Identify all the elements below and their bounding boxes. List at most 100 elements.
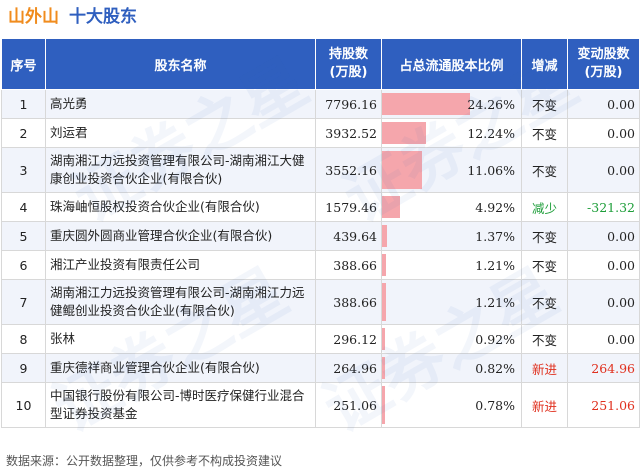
table-row: 2 刘运君 3932.52 12.24% 不变 0.00 xyxy=(1,118,640,148)
row-holder-name: 湖南湘江力远投资管理有限公司-湖南湘江大健康创业投资合伙企业(有限合伙) xyxy=(45,147,316,193)
row-holder-name: 湖南湘江力远投资管理有限公司-湖南湘江力远健鲲创业投资合伙企业(有限合伙) xyxy=(45,279,316,325)
ratio-percent: 1.21% xyxy=(475,294,515,310)
row-rank: 5 xyxy=(1,221,46,251)
row-change-status: 减少 xyxy=(521,192,568,222)
ratio-percent: 4.92% xyxy=(475,199,515,215)
row-change-status: 不变 xyxy=(521,89,568,119)
col-header-delta: 变动股数 (万股) xyxy=(567,38,640,90)
row-holder-name: 高光勇 xyxy=(45,89,316,119)
table-row: 5 重庆圆外圆商业管理合伙企业(有限合伙) 439.64 1.37% 不变 0.00 xyxy=(1,221,640,251)
row-delta: 251.06 xyxy=(567,382,640,428)
ratio-bar xyxy=(382,357,385,379)
row-rank: 4 xyxy=(1,192,46,222)
row-shares: 388.66 xyxy=(315,250,382,280)
row-rank: 8 xyxy=(1,324,46,354)
row-holder-name: 中国银行股份有限公司-博时医疗保健行业混合型证券投资基金 xyxy=(45,382,316,428)
row-change-status: 不变 xyxy=(521,250,568,280)
row-ratio-cell: 24.26% xyxy=(381,89,522,119)
shareholders-table: 序号 股东名称 持股数 (万股) 占总流通股本比例 增减 变动股数 (万股) 1… xyxy=(1,38,640,428)
row-rank: 2 xyxy=(1,118,46,148)
row-delta: 0.00 xyxy=(567,221,640,251)
row-ratio-cell: 11.06% xyxy=(381,147,522,193)
row-shares: 1579.46 xyxy=(315,192,382,222)
ratio-percent: 0.82% xyxy=(475,360,515,376)
row-rank: 6 xyxy=(1,250,46,280)
col-header-rank: 序号 xyxy=(1,38,46,90)
ratio-bar xyxy=(382,283,387,321)
row-holder-name: 重庆圆外圆商业管理合伙企业(有限合伙) xyxy=(45,221,316,251)
row-delta: 0.00 xyxy=(567,279,640,325)
table-body: 1 高光勇 7796.16 24.26% 不变 0.00 2 刘运君 3932.52 12.24%… xyxy=(1,89,640,428)
ratio-percent: 12.24% xyxy=(467,125,515,141)
ratio-percent: 0.78% xyxy=(475,397,515,413)
row-shares: 3552.16 xyxy=(315,147,382,193)
row-ratio-cell: 0.82% xyxy=(381,353,522,383)
ratio-bar xyxy=(382,196,400,218)
row-change-status: 不变 xyxy=(521,118,568,148)
page-subtitle: 十大股东 xyxy=(69,7,137,27)
row-ratio-cell: 0.78% xyxy=(381,382,522,428)
row-delta: 0.00 xyxy=(567,118,640,148)
page-title: 山外山 十大股东 xyxy=(8,4,137,30)
row-change-status: 新进 xyxy=(521,353,568,383)
table-header-row: 序号 股东名称 持股数 (万股) 占总流通股本比例 增减 变动股数 (万股) xyxy=(1,38,640,90)
table-row: 6 湘江产业投资有限责任公司 388.66 1.21% 不变 0.00 xyxy=(1,250,640,280)
ratio-bar xyxy=(382,386,385,424)
row-shares: 296.12 xyxy=(315,324,382,354)
row-holder-name: 重庆德祥商业管理合伙企业(有限合伙) xyxy=(45,353,316,383)
row-rank: 10 xyxy=(1,382,46,428)
row-change-status: 不变 xyxy=(521,147,568,193)
ratio-bar xyxy=(382,93,470,115)
row-shares: 388.66 xyxy=(315,279,382,325)
col-header-change: 增减 xyxy=(521,38,568,90)
row-holder-name: 珠海岫恒股权投资合伙企业(有限合伙) xyxy=(45,192,316,222)
col-header-name: 股东名称 xyxy=(45,38,316,90)
row-delta: 0.00 xyxy=(567,89,640,119)
row-shares: 251.06 xyxy=(315,382,382,428)
row-ratio-cell: 1.21% xyxy=(381,279,522,325)
ratio-percent: 1.37% xyxy=(475,228,515,244)
row-ratio-cell: 1.37% xyxy=(381,221,522,251)
row-rank: 1 xyxy=(1,89,46,119)
table-row: 8 张林 296.12 0.92% 不变 0.00 xyxy=(1,324,640,354)
row-delta: 0.00 xyxy=(567,250,640,280)
ratio-percent: 24.26% xyxy=(467,96,515,112)
ratio-bar xyxy=(382,151,423,189)
table-row: 7 湖南湘江力远投资管理有限公司-湖南湘江力远健鲲创业投资合伙企业(有限合伙) 38… xyxy=(1,279,640,325)
row-change-status: 不变 xyxy=(521,279,568,325)
ratio-bar xyxy=(382,254,387,276)
ratio-percent: 11.06% xyxy=(467,162,515,178)
row-shares: 3932.52 xyxy=(315,118,382,148)
table-row: 3 湖南湘江力远投资管理有限公司-湖南湘江大健康创业投资合伙企业(有限合伙) 355… xyxy=(1,147,640,193)
row-ratio-cell: 0.92% xyxy=(381,324,522,354)
row-shares: 264.96 xyxy=(315,353,382,383)
ratio-bar xyxy=(382,225,387,247)
table-row: 9 重庆德祥商业管理合伙企业(有限合伙) 264.96 0.82% 新进 264.96 xyxy=(1,353,640,383)
ratio-percent: 0.92% xyxy=(475,331,515,347)
table-row: 10 中国银行股份有限公司-博时医疗保健行业混合型证券投资基金 251.06 0.78… xyxy=(1,382,640,428)
row-change-status: 不变 xyxy=(521,221,568,251)
row-delta: 0.00 xyxy=(567,324,640,354)
table-row: 1 高光勇 7796.16 24.26% 不变 0.00 xyxy=(1,89,640,119)
row-rank: 9 xyxy=(1,353,46,383)
row-delta: -321.32 xyxy=(567,192,640,222)
row-rank: 3 xyxy=(1,147,46,193)
col-header-ratio: 占总流通股本比例 xyxy=(381,38,522,90)
stock-name: 山外山 xyxy=(8,7,59,27)
row-holder-name: 湘江产业投资有限责任公司 xyxy=(45,250,316,280)
col-header-shares: 持股数 (万股) xyxy=(315,38,382,90)
row-holder-name: 张林 xyxy=(45,324,316,354)
data-source-footer: 数据来源：公开数据整理，仅供参考不构成投资建议 xyxy=(6,454,283,468)
row-rank: 7 xyxy=(1,279,46,325)
row-ratio-cell: 1.21% xyxy=(381,250,522,280)
row-shares: 439.64 xyxy=(315,221,382,251)
row-change-status: 新进 xyxy=(521,382,568,428)
row-shares: 7796.16 xyxy=(315,89,382,119)
table-row: 4 珠海岫恒股权投资合伙企业(有限合伙) 1579.46 4.92% 减少 -321.32 xyxy=(1,192,640,222)
row-delta: 0.00 xyxy=(567,147,640,193)
row-change-status: 不变 xyxy=(521,324,568,354)
ratio-percent: 1.21% xyxy=(475,257,515,273)
ratio-bar xyxy=(382,328,386,350)
row-delta: 264.96 xyxy=(567,353,640,383)
ratio-bar xyxy=(382,122,427,144)
